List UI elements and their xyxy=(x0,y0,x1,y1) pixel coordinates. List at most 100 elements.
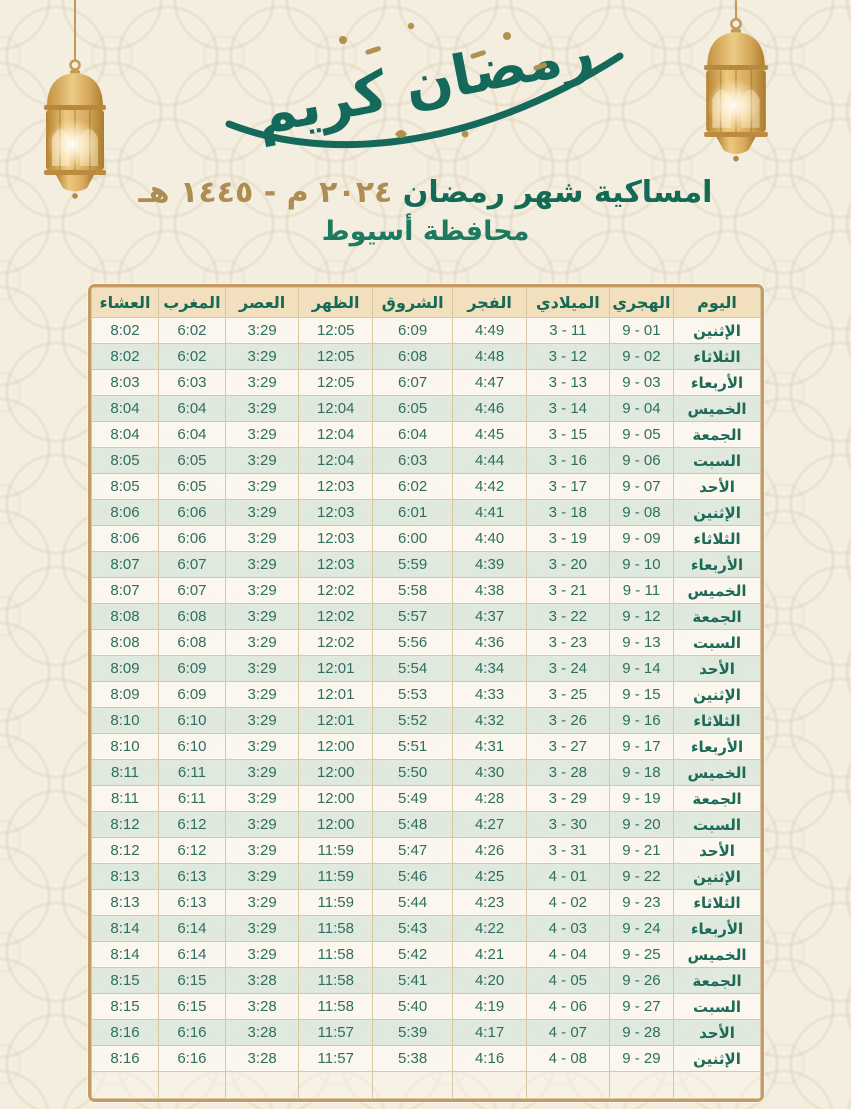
miladi-cell: 3 - 12 xyxy=(525,343,610,370)
calligraphy-gold-accents xyxy=(339,22,547,138)
table-row: الإثنين 9 - 29 4 - 08 4:16 5:38 11:57 3:28 6:16… xyxy=(91,1045,761,1072)
sunrise-cell: 5:56 xyxy=(372,629,454,656)
hanging-lantern-icon xyxy=(40,0,110,204)
miladi-cell: 4 - 02 xyxy=(525,889,610,916)
day-cell: الثلاثاء xyxy=(673,707,761,734)
isha-cell: 8:10 xyxy=(91,733,159,760)
isha-cell: 8:03 xyxy=(91,369,159,396)
day-cell: الأحد xyxy=(673,1019,761,1046)
title-year: ٢٠٢٤ م - ١٤٤٥ هـ xyxy=(138,175,393,210)
empty-cell xyxy=(298,1071,374,1099)
maghrib-cell: 6:08 xyxy=(157,629,226,656)
dhuhr-cell: 12:00 xyxy=(298,785,374,812)
hijri-cell: 9 - 26 xyxy=(608,967,675,994)
maghrib-cell: 6:06 xyxy=(157,499,226,526)
miladi-cell: 3 - 28 xyxy=(525,759,610,786)
maghrib-cell: 6:11 xyxy=(157,759,226,786)
asr-cell: 3:29 xyxy=(224,759,300,786)
miladi-cell: 4 - 05 xyxy=(525,967,610,994)
miladi-cell: 3 - 25 xyxy=(525,681,610,708)
miladi-cell: 4 - 08 xyxy=(525,1045,610,1072)
table-row: الإثنين 9 - 08 3 - 18 4:41 6:01 12:03 3:29 6:06… xyxy=(91,499,761,526)
sunrise-cell: 5:52 xyxy=(372,707,454,734)
miladi-cell: 3 - 17 xyxy=(525,473,610,500)
isha-cell: 8:05 xyxy=(91,473,159,500)
hijri-cell: 9 - 21 xyxy=(608,837,675,864)
dhuhr-cell: 12:03 xyxy=(298,499,374,526)
isha-cell: 8:10 xyxy=(91,707,159,734)
asr-cell: 3:29 xyxy=(224,941,300,968)
table-row: الأربعاء 9 - 10 3 - 20 4:39 5:59 12:03 3:29 6:0… xyxy=(91,551,761,578)
fajr-cell: 4:40 xyxy=(452,525,527,552)
day-cell: الثلاثاء xyxy=(673,525,761,552)
day-cell: الأربعاء xyxy=(673,733,761,760)
miladi-cell: 3 - 20 xyxy=(525,551,610,578)
table-header-row: اليوم الهجري الميلادي الفجر الشروق الظهر العصر… xyxy=(91,287,761,318)
asr-cell: 3:29 xyxy=(224,889,300,916)
ramadan-kareem-calligraphy: رمضان كريم xyxy=(215,6,635,166)
hijri-cell: 9 - 24 xyxy=(608,915,675,942)
day-cell: الجمعة xyxy=(673,421,761,448)
isha-cell: 8:16 xyxy=(91,1045,159,1072)
isha-cell: 8:14 xyxy=(91,915,159,942)
isha-cell: 8:08 xyxy=(91,603,159,630)
dhuhr-cell: 12:01 xyxy=(298,655,374,682)
sunrise-cell: 6:03 xyxy=(372,447,454,474)
asr-cell: 3:29 xyxy=(224,343,300,370)
maghrib-cell: 6:15 xyxy=(157,967,226,994)
day-cell: الثلاثاء xyxy=(673,343,761,370)
maghrib-cell: 6:04 xyxy=(157,395,226,422)
maghrib-cell: 6:13 xyxy=(157,889,226,916)
miladi-cell: 4 - 01 xyxy=(525,863,610,890)
miladi-cell: 3 - 24 xyxy=(525,655,610,682)
sunrise-cell: 6:07 xyxy=(372,369,454,396)
asr-cell: 3:29 xyxy=(224,317,300,344)
sunrise-cell: 5:43 xyxy=(372,915,454,942)
sunrise-cell: 5:44 xyxy=(372,889,454,916)
maghrib-cell: 6:06 xyxy=(157,525,226,552)
isha-cell: 8:14 xyxy=(91,941,159,968)
asr-cell: 3:29 xyxy=(224,915,300,942)
isha-cell: 8:12 xyxy=(91,811,159,838)
empty-cell xyxy=(91,1071,159,1099)
table-row: الإثنين 9 - 15 3 - 25 4:33 5:53 12:01 3:29 6:09… xyxy=(91,681,761,708)
hanging-lantern-icon xyxy=(700,0,772,167)
column-header-hijri: الهجري xyxy=(608,287,675,318)
sunrise-cell: 5:57 xyxy=(372,603,454,630)
asr-cell: 3:29 xyxy=(224,551,300,578)
hijri-cell: 9 - 05 xyxy=(608,421,675,448)
day-cell: السبت xyxy=(673,629,761,656)
hijri-cell: 9 - 23 xyxy=(608,889,675,916)
miladi-cell: 3 - 23 xyxy=(525,629,610,656)
miladi-cell: 3 - 29 xyxy=(525,785,610,812)
hijri-cell: 9 - 11 xyxy=(608,577,675,604)
day-cell: الخميس xyxy=(673,941,761,968)
fajr-cell: 4:49 xyxy=(452,317,527,344)
hijri-cell: 9 - 01 xyxy=(608,317,675,344)
miladi-cell: 3 - 22 xyxy=(525,603,610,630)
dhuhr-cell: 12:05 xyxy=(298,369,374,396)
isha-cell: 8:15 xyxy=(91,993,159,1020)
maghrib-cell: 6:09 xyxy=(157,681,226,708)
hijri-cell: 9 - 27 xyxy=(608,993,675,1020)
asr-cell: 3:29 xyxy=(224,811,300,838)
maghrib-cell: 6:13 xyxy=(157,863,226,890)
hijri-cell: 9 - 17 xyxy=(608,733,675,760)
title-block: امساكية شهر رمضان ٢٠٢٤ م - ١٤٤٥ هـ محافظ… xyxy=(0,174,851,249)
dhuhr-cell: 11:58 xyxy=(298,993,374,1020)
dhuhr-cell: 12:00 xyxy=(298,811,374,838)
dhuhr-cell: 12:00 xyxy=(298,733,374,760)
fajr-cell: 4:32 xyxy=(452,707,527,734)
asr-cell: 3:29 xyxy=(224,525,300,552)
day-cell: الخميس xyxy=(673,577,761,604)
maghrib-cell: 6:07 xyxy=(157,577,226,604)
day-cell: الجمعة xyxy=(673,967,761,994)
maghrib-cell: 6:03 xyxy=(157,369,226,396)
asr-cell: 3:29 xyxy=(224,603,300,630)
asr-cell: 3:29 xyxy=(224,837,300,864)
sunrise-cell: 6:08 xyxy=(372,343,454,370)
maghrib-cell: 6:16 xyxy=(157,1019,226,1046)
maghrib-cell: 6:12 xyxy=(157,811,226,838)
fajr-cell: 4:23 xyxy=(452,889,527,916)
table-row: الأحد 9 - 07 3 - 17 4:42 6:02 12:03 3:29 6:05 8:… xyxy=(91,473,761,500)
